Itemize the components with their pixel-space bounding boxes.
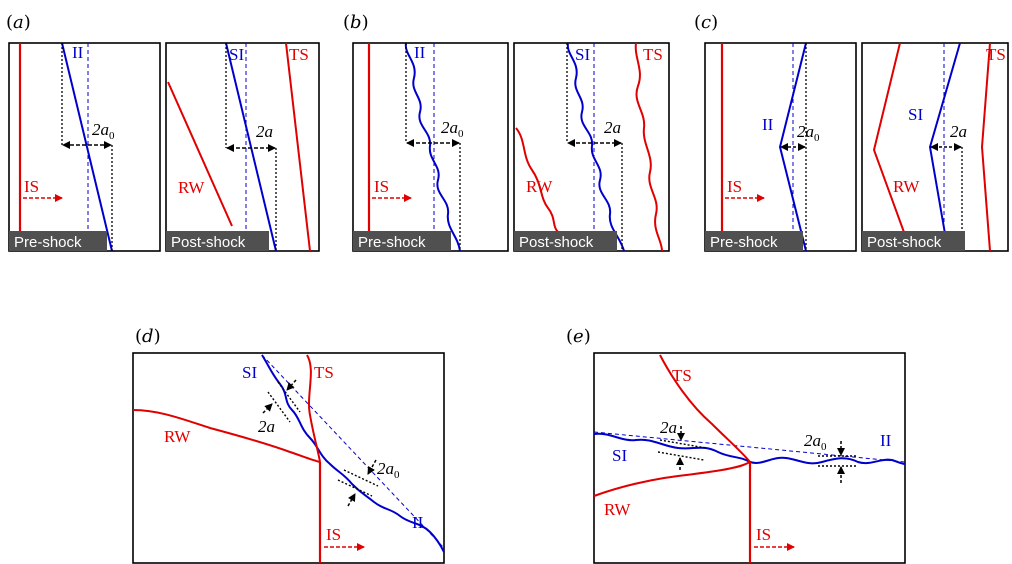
label-ts: TS — [986, 45, 1006, 64]
perturbed-interface-curve — [404, 42, 461, 252]
label-is: IS — [756, 525, 771, 544]
label-si: SI — [229, 45, 244, 64]
post-shock-tag: Post-shock — [867, 234, 942, 251]
label-rw: RW — [604, 500, 631, 519]
label-2a: 2a — [604, 118, 621, 137]
label-2a: 2a — [660, 418, 677, 437]
transmitted-shock-curve — [659, 354, 751, 463]
label-is: IS — [326, 525, 341, 544]
panel-label-d: (d) — [135, 326, 161, 347]
shocked-interface-curve — [593, 432, 751, 463]
pre-shock-tag: Pre-shock — [710, 234, 778, 251]
reflected-wave-curve — [132, 409, 321, 463]
label-2a0: 2a0 — [92, 120, 115, 142]
label-si: SI — [242, 363, 257, 382]
transmitted-shock-line — [285, 42, 311, 252]
label-rw: RW — [178, 178, 205, 197]
label-ts: TS — [643, 45, 663, 64]
panel-a-pre-shock: II 2a0 IS Pre-shock — [8, 42, 161, 252]
kinked-reflected-wave — [872, 42, 906, 236]
post-shock-tag: Post-shock — [171, 234, 246, 251]
interface-curve — [261, 354, 445, 553]
label-ii: II — [414, 43, 426, 62]
label-rw: RW — [893, 177, 920, 196]
shocked-interface-line — [225, 42, 277, 252]
interface-line — [61, 42, 113, 252]
label-si: SI — [612, 446, 627, 465]
label-2a0: 2a0 — [377, 459, 400, 481]
label-2a: 2a — [256, 122, 273, 141]
label-rw: RW — [164, 427, 191, 446]
reflected-wave-line — [167, 81, 233, 227]
panel-a-post-shock: SI TS RW 2a Post-shock — [165, 42, 320, 252]
label-ts: TS — [672, 366, 692, 385]
label-si: SI — [908, 105, 923, 124]
transmitted-shock-curve — [634, 42, 663, 252]
label-ii: II — [762, 115, 774, 134]
label-ii: II — [880, 431, 892, 450]
shocked-interface-curve — [566, 42, 625, 252]
transmitted-shock-curve — [306, 354, 321, 463]
label-is: IS — [24, 177, 39, 196]
label-ts: TS — [289, 45, 309, 64]
label-2a0: 2a0 — [804, 431, 827, 453]
panel-d: (d) SI TS RW 2a 2a0 II IS — [132, 326, 445, 564]
label-ii: II — [72, 43, 84, 62]
label-ts: TS — [314, 363, 334, 382]
label-2a0: 2a0 — [441, 118, 464, 140]
label-is: IS — [374, 177, 389, 196]
label-is: IS — [727, 177, 742, 196]
panel-b-pre-shock: II 2a0 IS Pre-shock — [352, 42, 509, 252]
pre-shock-tag: Pre-shock — [14, 234, 82, 251]
panel-c-pre-shock: II 2a0 IS Pre-shock — [704, 42, 857, 252]
reflected-wave-curve — [593, 461, 751, 497]
label-2a0: 2a0 — [797, 122, 820, 144]
reflected-wave-curve — [515, 127, 559, 233]
post-shock-tag: Post-shock — [519, 234, 594, 251]
pre-shock-tag: Pre-shock — [358, 234, 426, 251]
panel-b: (b) II 2a0 IS Pre-shock — [343, 12, 670, 252]
panel-e: (e) TS SI RW 2a 2a0 II IS — [566, 326, 906, 564]
label-si: SI — [575, 45, 590, 64]
panel-b-post-shock: SI TS RW 2a Post-shock — [513, 42, 670, 252]
label-2a: 2a — [258, 417, 275, 436]
panel-a: (a) II 2a0 IS Pre-shock — [6, 12, 320, 252]
panel-label-c: (c) — [694, 12, 718, 33]
panel-label-a: (a) — [6, 12, 31, 33]
kinked-transmitted-shock — [980, 42, 991, 252]
interface-curve — [749, 456, 906, 465]
panel-c: (c) II 2a0 IS Pre-shock SI — [694, 12, 1009, 252]
panel-label-e: (e) — [566, 326, 591, 347]
label-ii: II — [412, 513, 424, 532]
panel-c-post-shock: SI TS RW 2a Post-shock — [861, 42, 1009, 252]
label-2a: 2a — [950, 122, 967, 141]
panel-label-b: (b) — [343, 12, 369, 33]
label-rw: RW — [526, 177, 553, 196]
